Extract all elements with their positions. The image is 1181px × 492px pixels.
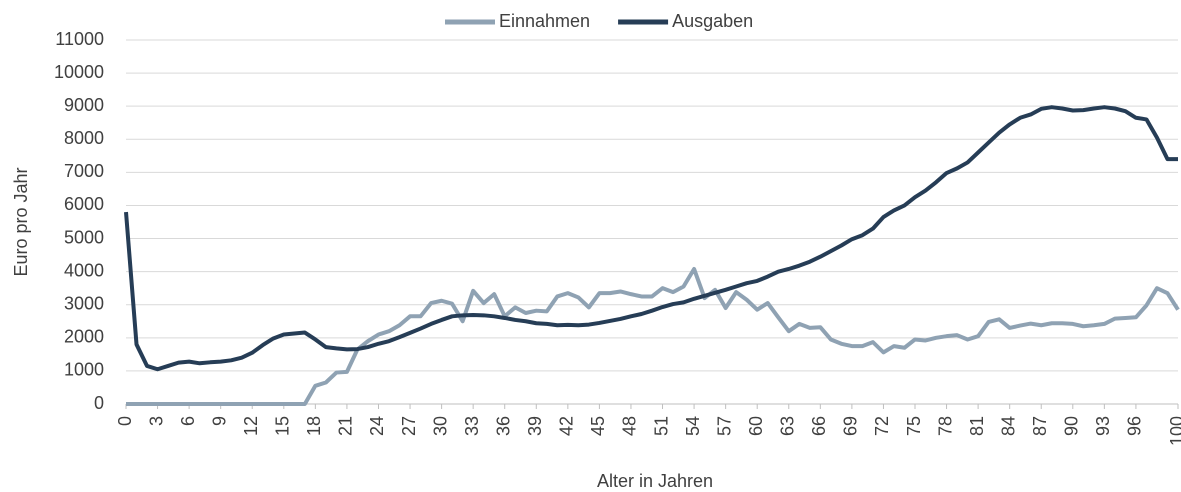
line-series: [124, 105, 1178, 372]
x-tick-label: 21: [336, 416, 356, 436]
x-tick-label: 78: [935, 416, 955, 436]
x-tick-label: 69: [841, 416, 861, 436]
x-tick-label: 48: [620, 416, 640, 436]
x-tick-label: 39: [525, 416, 545, 436]
y-tick-label: 4000: [64, 260, 104, 280]
y-tick-label: 9000: [64, 95, 104, 115]
y-tick-label: 1000: [64, 360, 104, 380]
x-tick-label: 30: [430, 416, 450, 436]
x-tick-label: 72: [872, 416, 892, 436]
y-tick-label: 2000: [64, 327, 104, 347]
x-axis-label: Alter in Jahren: [597, 471, 713, 491]
x-tick-label: 84: [998, 416, 1018, 436]
y-tick-label: 3000: [64, 293, 104, 313]
x-tick-label: 6: [178, 416, 198, 426]
x-tick-label: 36: [493, 416, 513, 436]
legend-label: Einnahmen: [499, 11, 590, 31]
x-tick-label: 87: [1030, 416, 1050, 436]
x-tick-label: 90: [1062, 416, 1082, 436]
x-tick-label: 27: [399, 416, 419, 436]
x-tick-label: 57: [714, 416, 734, 436]
x-tick-label: 100: [1167, 416, 1181, 446]
legend-label: Ausgaben: [672, 11, 753, 31]
line-series: [126, 266, 1180, 406]
y-axis-label: Euro pro Jahr: [11, 167, 31, 276]
x-tick-label: 24: [367, 416, 387, 436]
x-tick-label: 0: [115, 416, 135, 426]
x-tick-label: 93: [1093, 416, 1113, 436]
x-tick-label: 42: [557, 416, 577, 436]
y-tick-label: 10000: [54, 62, 104, 82]
x-tick-label: 3: [146, 416, 166, 426]
x-tick-label: 33: [462, 416, 482, 436]
y-tick-label: 0: [94, 393, 104, 413]
x-tick-label: 12: [241, 416, 261, 436]
y-tick-label: 7000: [64, 161, 104, 181]
y-tick-label: 6000: [64, 194, 104, 214]
x-tick-label: 9: [209, 416, 229, 426]
x-tick-label: 15: [273, 416, 293, 436]
x-tick-label: 96: [1125, 416, 1145, 436]
x-tick-label: 75: [904, 416, 924, 436]
x-tick-label: 81: [967, 416, 987, 436]
x-tick-label: 60: [746, 416, 766, 436]
y-tick-label: 5000: [64, 227, 104, 247]
x-tick-label: 54: [683, 416, 703, 436]
x-tick-label: 66: [809, 416, 829, 436]
x-tick-label: 63: [778, 416, 798, 436]
x-tick-label: 18: [304, 416, 324, 436]
y-tick-label: 11000: [55, 29, 104, 49]
x-tick-label: 45: [588, 416, 608, 436]
y-tick-label: 8000: [64, 128, 104, 148]
x-tick-label: 51: [651, 416, 671, 436]
